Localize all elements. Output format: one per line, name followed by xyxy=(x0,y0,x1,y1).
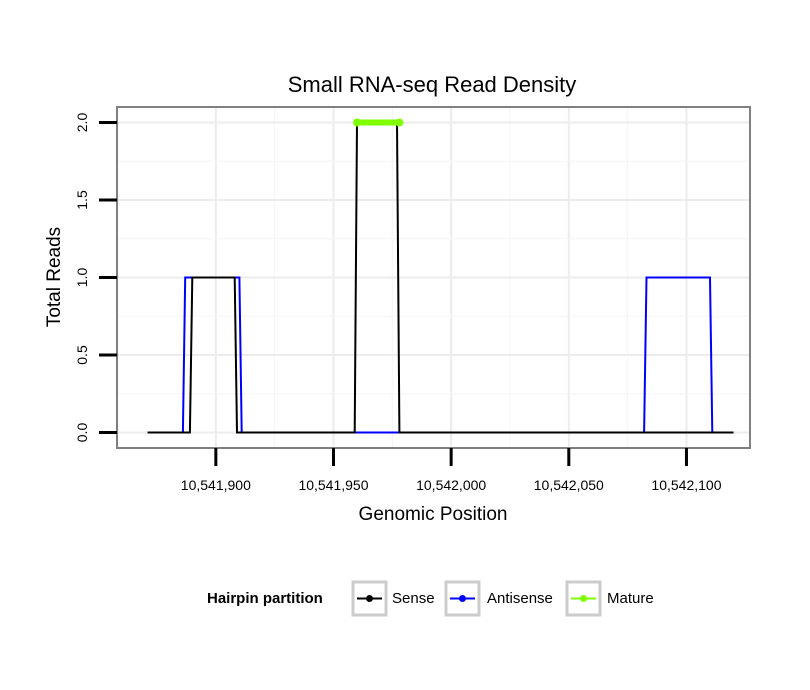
plot-panel xyxy=(116,106,751,449)
x-axis-title: Genomic Position xyxy=(359,504,508,525)
legend-key-point xyxy=(580,595,587,602)
legend-key-point xyxy=(366,595,373,602)
legend-label: Antisense xyxy=(487,590,553,607)
y-tick-label: 1.0 xyxy=(74,268,90,288)
x-axis: 10,541,900 10,541,950 10,542,000 10,542,050… xyxy=(181,448,722,493)
legend-key-point xyxy=(459,595,466,602)
antisense-series-line xyxy=(147,276,734,434)
x-tick-label: 10,541,900 xyxy=(181,477,251,493)
legend-label: Sense xyxy=(392,590,435,607)
legend-label: Mature xyxy=(607,590,654,607)
mature-point xyxy=(353,118,362,127)
y-axis: 0.0 0.5 1.0 1.5 2.0 xyxy=(74,113,117,443)
x-tick-label: 10,542,100 xyxy=(651,477,721,493)
y-tick-label: 1.5 xyxy=(74,190,90,210)
y-axis-title: Total Reads xyxy=(44,227,65,327)
legend: Hairpin partition Sense Antisense Mature xyxy=(207,580,654,617)
sense-series-line xyxy=(147,121,734,434)
x-tick-label: 10,542,050 xyxy=(534,477,604,493)
y-tick-label: 0.0 xyxy=(74,423,90,443)
legend-title: Hairpin partition xyxy=(207,590,323,607)
mature-point xyxy=(395,118,404,127)
series-layer xyxy=(147,118,734,434)
legend-item-sense: Sense xyxy=(351,580,435,617)
legend-item-antisense: Antisense xyxy=(444,580,553,617)
y-tick-label: 2.0 xyxy=(74,113,90,133)
x-tick-label: 10,542,000 xyxy=(416,477,486,493)
legend-item-mature: Mature xyxy=(565,580,654,617)
y-tick-label: 0.5 xyxy=(74,345,90,365)
x-tick-label: 10,541,950 xyxy=(298,477,368,493)
chart-title: Small RNA-seq Read Density xyxy=(288,72,577,97)
